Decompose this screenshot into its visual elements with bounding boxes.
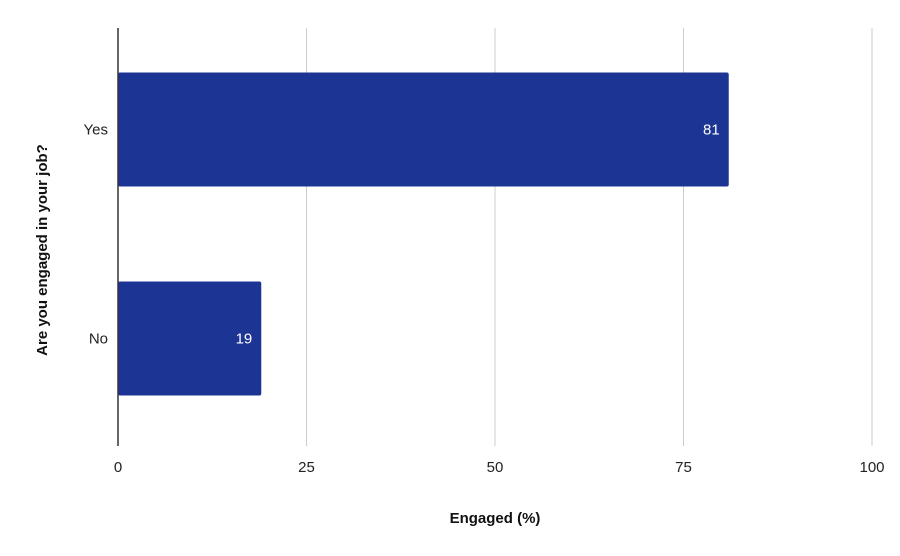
x-tick-label-100: 100: [859, 459, 884, 476]
x-axis-title: Engaged (%): [450, 510, 541, 527]
bar-yes: [118, 72, 729, 187]
y-category-label-yes: Yes: [84, 122, 108, 139]
y-axis-title: Are you engaged in your job?: [34, 144, 51, 356]
x-tick-label-0: 0: [114, 459, 122, 476]
data-label-no: 19: [236, 331, 253, 348]
bar-no: [118, 281, 262, 396]
x-tick-label-75: 75: [675, 459, 692, 476]
x-tick-label-25: 25: [298, 459, 315, 476]
y-category-label-no: No: [89, 331, 108, 348]
x-tick-label-50: 50: [487, 459, 504, 476]
labels: 0 25 50 75 100 Yes 81 No 19: [84, 122, 885, 477]
data-label-yes: 81: [703, 122, 720, 139]
bars: [118, 72, 729, 396]
